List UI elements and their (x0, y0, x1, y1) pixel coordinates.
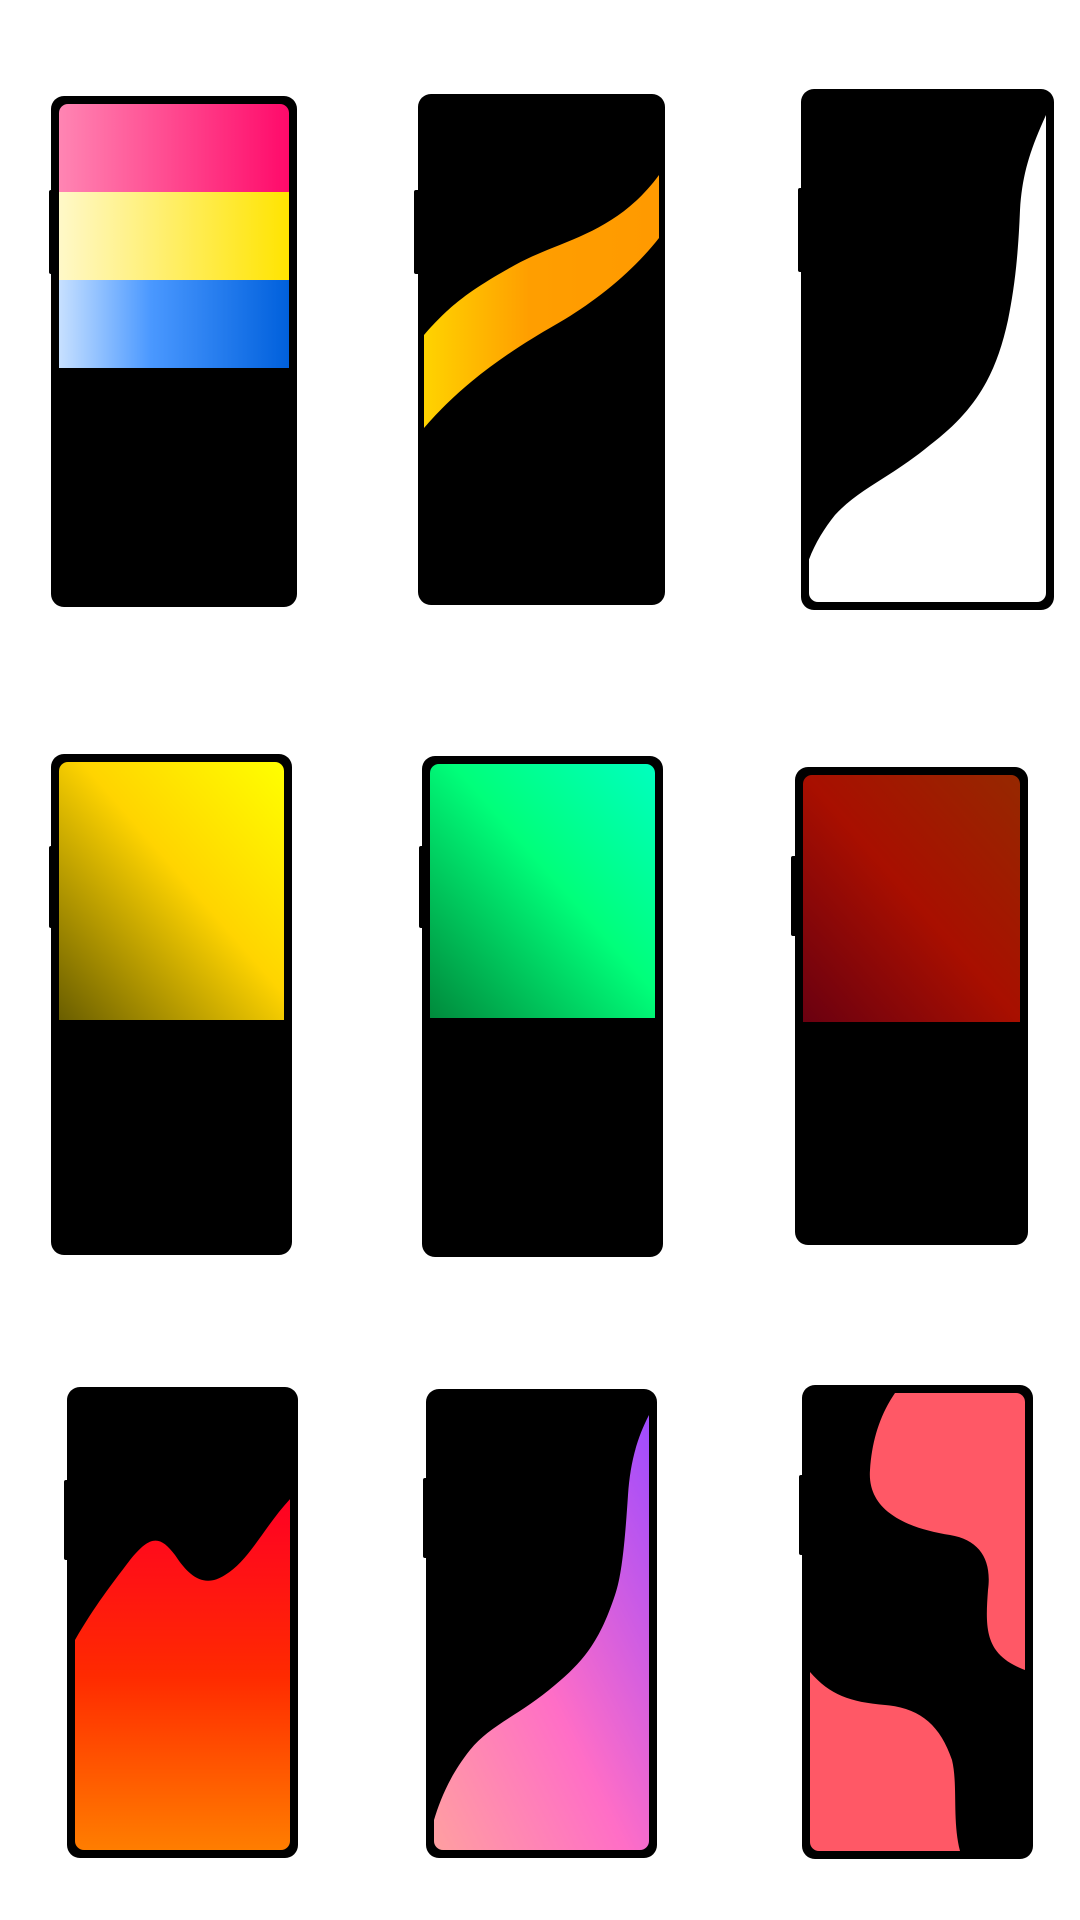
wallpaper-stripes (59, 104, 289, 368)
green-gradient-square (430, 764, 655, 1018)
phone-white-wave[interactable] (798, 89, 1054, 610)
phone-yellow-gradient[interactable] (49, 754, 292, 1255)
phone-inner-border (803, 91, 1052, 608)
red-orange-hills-shape (75, 1497, 290, 1850)
white-wave-shape (809, 115, 1046, 602)
coral-blob-bottom (810, 1672, 960, 1851)
phone-red-gradient[interactable] (791, 767, 1028, 1245)
yellow-gradient-square (59, 762, 284, 1020)
wallpaper-hills (75, 1497, 290, 1850)
wallpaper-wave-gradient (434, 1415, 649, 1850)
phone-frame (418, 94, 665, 605)
phone-stripes-pink-yellow-blue[interactable] (49, 96, 297, 607)
wallpaper-blobs (810, 1393, 1025, 1851)
phone-red-orange-hills[interactable] (64, 1387, 298, 1858)
phone-purple-pink-wave[interactable] (423, 1389, 657, 1858)
coral-blob-top (869, 1393, 1025, 1670)
wallpaper-ribbon (424, 175, 659, 428)
wallpaper-wave (809, 115, 1046, 602)
blue-stripe (59, 280, 289, 368)
phone-green-gradient[interactable] (419, 756, 663, 1257)
pink-stripe (59, 104, 289, 192)
phone-coral-blobs[interactable] (799, 1385, 1033, 1859)
phone-orange-ribbon[interactable] (414, 94, 665, 605)
orange-ribbon-shape (424, 175, 659, 428)
purple-pink-wave-shape (434, 1415, 649, 1850)
yellow-stripe (59, 192, 289, 280)
red-gradient-square (803, 775, 1020, 1022)
